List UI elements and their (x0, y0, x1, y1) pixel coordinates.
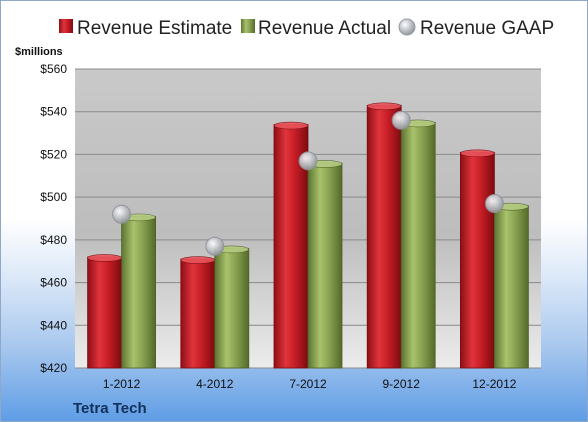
bar-revenue-actual (307, 162, 343, 369)
bar-revenue-actual (493, 205, 529, 369)
x-tick-label: 4-2012 (196, 377, 234, 391)
x-tick-label: 7-2012 (289, 377, 327, 391)
legend-item-actual: Revenue Actual (241, 18, 391, 39)
legend-label-gaap: Revenue GAAP (420, 18, 554, 39)
legend-swatch-gaap (398, 18, 416, 36)
bar-top-estimate (460, 149, 495, 158)
gaap-markers (112, 110, 504, 256)
bar-revenue-actual (214, 247, 250, 369)
y-tick-label: $420 (40, 361, 67, 375)
marker-revenue-gaap (484, 194, 504, 214)
bar-revenue-estimate (180, 258, 216, 369)
bar-top-estimate (87, 254, 122, 262)
bar-revenue-estimate (87, 256, 122, 369)
y-axis-ticks: $420 $440 $460 $480 $500 $520 $540 $560 (40, 62, 67, 375)
legend-item-estimate: Revenue Estimate (59, 18, 232, 39)
bar-top-estimate (180, 256, 216, 264)
company-name: Tetra Tech (73, 400, 147, 417)
bar-revenue-estimate (366, 104, 402, 369)
x-tick-label: 12-2012 (472, 377, 516, 391)
y-axis-unit-label: $millions (15, 46, 63, 58)
bar-revenue-estimate (459, 151, 495, 369)
marker-revenue-gaap (298, 151, 318, 171)
bars (87, 102, 529, 369)
x-tick-label: 9-2012 (383, 377, 421, 391)
y-tick-label: $480 (40, 233, 67, 247)
legend-swatch-estimate (59, 19, 73, 33)
legend-item-gaap: Revenue GAAP (398, 18, 554, 39)
y-tick-label: $440 (40, 318, 67, 332)
bar-top-estimate (366, 102, 402, 111)
x-tick-label: 1-2012 (103, 377, 141, 391)
legend-label-actual: Revenue Actual (258, 18, 391, 39)
y-tick-label: $520 (40, 147, 67, 161)
y-tick-label: $500 (40, 190, 67, 204)
marker-revenue-gaap (112, 204, 132, 224)
y-tick-label: $540 (40, 105, 67, 119)
bar-top-estimate (273, 121, 309, 130)
bar-revenue-actual (121, 215, 156, 369)
x-axis-ticks: 1-2012 4-2012 7-2012 9-2012 12-2012 (103, 377, 517, 391)
marker-revenue-gaap (391, 110, 411, 130)
legend-swatch-actual (241, 19, 255, 33)
legend: Revenue Estimate Revenue Actual Revenue … (59, 18, 554, 39)
legend-label-estimate: Revenue Estimate (77, 18, 232, 39)
y-tick-label: $460 (40, 276, 67, 290)
y-tick-label: $560 (40, 62, 67, 76)
marker-revenue-gaap (205, 236, 225, 256)
bar-revenue-actual (400, 121, 436, 369)
